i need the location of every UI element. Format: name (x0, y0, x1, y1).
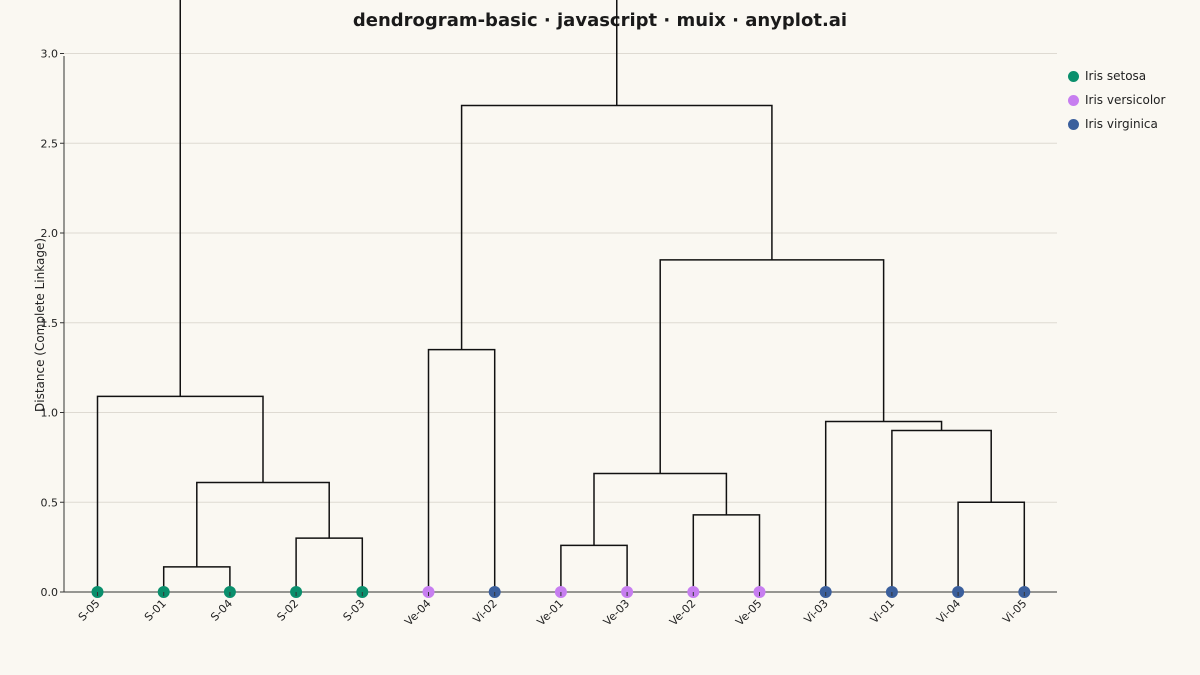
dendrogram-link (162, 566, 231, 592)
dendrogram-link (891, 429, 992, 592)
dendrogram-link (96, 395, 264, 592)
dendrogram-link (196, 481, 330, 567)
leaf-label: S-02 (274, 597, 301, 624)
leaf-label: Vi-01 (868, 597, 897, 626)
leaf-label: S-05 (76, 597, 103, 624)
dendrogram-link (957, 501, 1026, 592)
legend-item-setosa[interactable]: Iris setosa (1068, 64, 1165, 88)
dendrogram-link (460, 104, 773, 350)
legend-item-virginica[interactable]: Iris virginica (1068, 112, 1165, 136)
leaf-label: S-03 (341, 597, 368, 624)
y-tick-label: 1.5 (41, 317, 59, 330)
dendrogram-link (560, 544, 628, 592)
legend-swatch-setosa (1068, 70, 1079, 82)
leaf-label: Vi-04 (934, 597, 963, 626)
leaf-label: Vi-02 (471, 597, 500, 626)
legend-label-virginica: Iris virginica (1085, 117, 1158, 131)
dendrogram-link (295, 537, 364, 592)
y-tick-label: 0.0 (41, 586, 59, 599)
leaf-label: Ve-05 (733, 597, 764, 628)
legend-swatch-virginica (1068, 118, 1079, 130)
y-tick-label: 2.0 (41, 227, 59, 240)
dendrogram-link (427, 348, 496, 592)
dendrogram-link (659, 259, 885, 474)
legend-swatch-versicolor (1068, 94, 1079, 106)
chart-title: dendrogram-basic · javascript · muix · a… (352, 10, 848, 31)
y-tick-label: 3.0 (41, 48, 59, 61)
leaf-label: Vi-03 (802, 597, 831, 626)
leaf-label: Ve-03 (601, 597, 632, 628)
leaf-label: S-01 (142, 597, 169, 624)
legend: Iris setosa Iris versicolor Iris virgini… (1068, 64, 1165, 136)
y-tick-label: 2.5 (41, 137, 59, 150)
legend-label-setosa: Iris setosa (1085, 69, 1147, 83)
legend-label-versicolor: Iris versicolor (1085, 93, 1166, 107)
leaf-label: Ve-01 (535, 597, 566, 628)
legend-item-versicolor[interactable]: Iris versicolor (1068, 88, 1165, 112)
dendrogram-link (179, 0, 618, 397)
leaf-label: Ve-04 (402, 597, 433, 628)
leaf-label: Vi-05 (1000, 597, 1029, 626)
leaf-label: Ve-02 (667, 597, 698, 628)
dendrogram-link (593, 472, 728, 546)
y-axis-label: Distance (Complete Linkage) (33, 238, 47, 412)
dendrogram-link (692, 514, 761, 592)
dendrogram-link (824, 420, 943, 592)
y-tick-label: 1.0 (41, 407, 59, 420)
leaf-label: S-04 (208, 597, 235, 624)
y-tick-label: 0.5 (41, 496, 59, 509)
